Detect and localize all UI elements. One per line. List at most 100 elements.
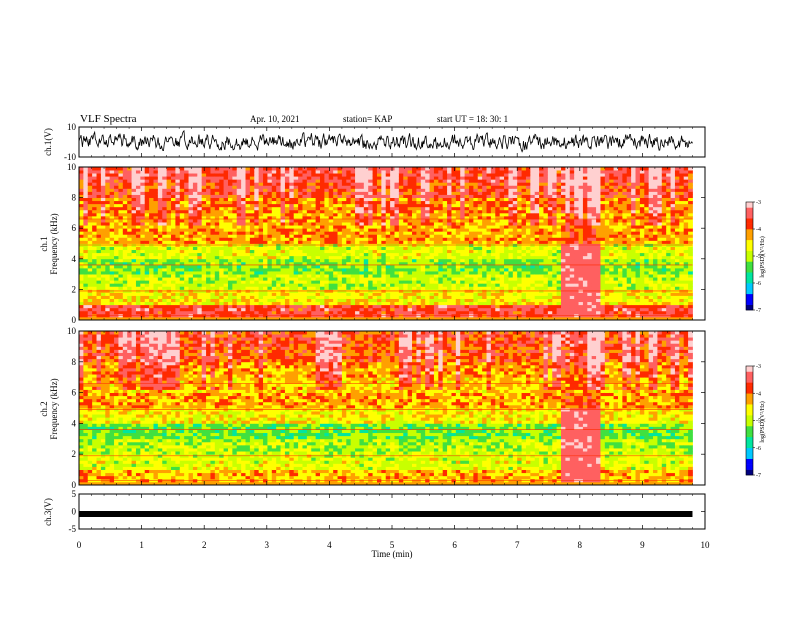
spec1-cell (79, 286, 84, 290)
spec1-cell (249, 274, 255, 278)
spec1-cell (258, 307, 264, 312)
spec1-cell (324, 258, 330, 263)
spec1-cell (92, 188, 97, 192)
spec1-cell (184, 261, 189, 266)
spec1-cell (166, 286, 172, 290)
spec1-cell (188, 292, 194, 296)
spec1-cell (306, 246, 312, 251)
spec1-cell (390, 298, 395, 303)
spec1-cell (320, 277, 325, 281)
spec1-cell (482, 274, 487, 278)
spec1-cell (359, 206, 365, 211)
spec1-cell (368, 277, 373, 281)
spec1-cell (416, 274, 422, 278)
spec1-cell (83, 286, 89, 290)
spec1-cell (359, 185, 365, 189)
spec1-cell (135, 176, 141, 180)
spec1-cell (403, 234, 409, 238)
spec1-cell (403, 264, 409, 269)
spec1-cell (425, 170, 430, 174)
spec1-cell (381, 197, 387, 202)
spec1-cell (127, 176, 132, 180)
spec1-cell (420, 304, 426, 309)
spec1-cell (508, 215, 514, 220)
spec1-cell (438, 231, 444, 235)
spec1-cell (241, 255, 246, 260)
spec1-cell (451, 228, 457, 232)
spec1-cell (258, 298, 264, 303)
spec1-cell (149, 277, 154, 281)
spec1-cell (376, 292, 382, 296)
spec1-cell (267, 225, 273, 229)
spec1-cell (337, 252, 343, 257)
spec1-cell (135, 277, 141, 281)
spec1-cell (92, 185, 97, 189)
spec1-cell (473, 200, 479, 205)
spec1-cell (328, 301, 334, 306)
spec1-cell (447, 255, 452, 260)
spec1-cell (109, 240, 115, 244)
spec1-cell (486, 252, 492, 257)
spec1-cell (429, 271, 435, 275)
spec1-cell (184, 258, 189, 263)
spec1-cell (416, 255, 422, 260)
spec1-cell (179, 277, 185, 281)
spec1-cell (175, 222, 181, 226)
spec1-cell (127, 194, 132, 198)
spec1-cell (398, 215, 404, 220)
spec1-cell (438, 173, 444, 177)
spec1-cell (372, 182, 378, 186)
spec1-cell (293, 173, 299, 177)
spec1-cell (512, 234, 518, 238)
spec1-cell (337, 209, 343, 214)
spec1-cell (372, 191, 378, 195)
spec1-cell (394, 197, 400, 202)
spec1-cell (499, 255, 505, 260)
spec1-cell (271, 258, 277, 263)
spec1-cell (236, 170, 242, 174)
spec1-cell (359, 316, 365, 321)
spec1-cell (394, 212, 400, 217)
spec1-cell (460, 231, 466, 235)
spec1-cell (455, 274, 461, 278)
spec1-cell (499, 200, 505, 205)
spec1-cell (442, 185, 448, 189)
spec1-cell (372, 255, 378, 260)
spec1-cell (210, 167, 216, 171)
spec1-cell (236, 225, 242, 229)
spec1-cell (227, 237, 233, 241)
spec1-cell (337, 286, 343, 290)
spec1-cell (245, 292, 251, 296)
spec1-cell (149, 316, 154, 321)
spec1-cell (267, 215, 273, 220)
spec1-cell (188, 197, 194, 202)
spec1-cell (381, 212, 387, 217)
spec1-cell (206, 283, 211, 287)
spec1-cell (490, 219, 496, 223)
spec1-cell (214, 267, 220, 272)
spec1-cell (210, 228, 216, 232)
spec1-cell (175, 264, 181, 269)
spec1-cell (223, 231, 229, 235)
spec1-cell (455, 182, 461, 186)
spec1-cell (412, 286, 417, 290)
spec1-cell (162, 280, 168, 284)
spec1-cell (118, 240, 124, 244)
spec1-cell (455, 271, 461, 275)
spec1-cell (192, 301, 198, 306)
spec1-cell (412, 209, 417, 214)
spec1-cell (469, 231, 474, 235)
spec1-cell (447, 307, 452, 312)
spec1-cell (346, 246, 352, 251)
spec1-cell (166, 304, 172, 309)
spec1-cell (271, 304, 277, 309)
spec1-cell (447, 173, 452, 177)
spec1-cell (464, 182, 470, 186)
spec1-cell (473, 209, 479, 214)
spec1-cell (363, 182, 369, 186)
spec1-cell (105, 277, 111, 281)
spec1-cell (447, 298, 452, 303)
spec1-cell (438, 252, 444, 257)
spec1-cell (341, 191, 347, 195)
spec1-cell (197, 219, 203, 223)
